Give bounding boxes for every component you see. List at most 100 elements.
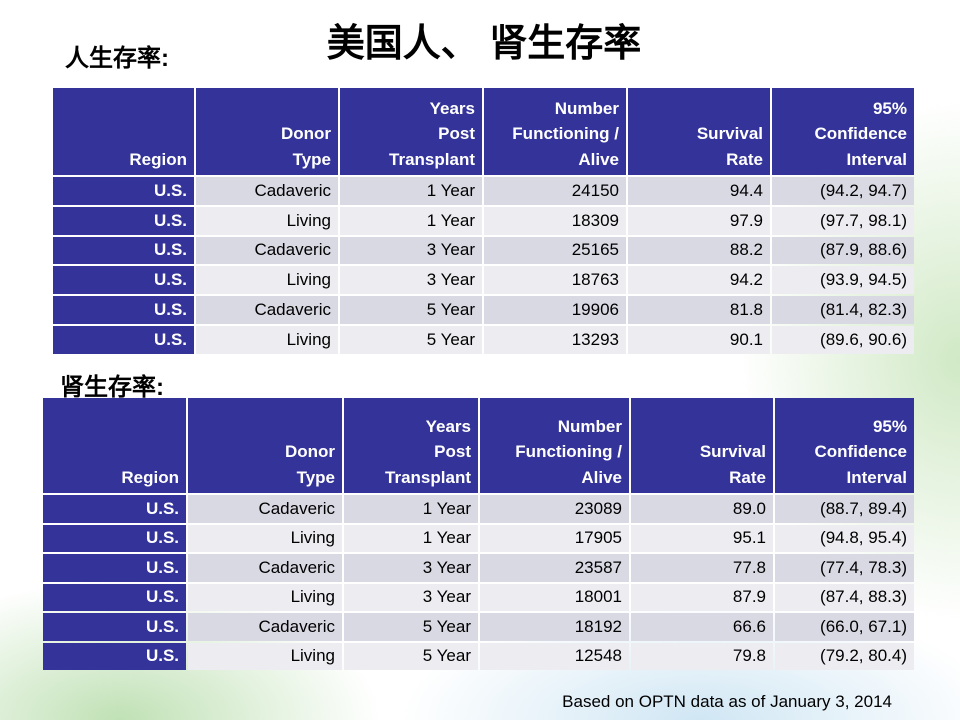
table-cell: 3 Year bbox=[340, 266, 482, 295]
header-cell: Region bbox=[53, 88, 194, 175]
header-cell: Survival Rate bbox=[628, 88, 770, 175]
table-cell: Cadaveric bbox=[196, 236, 338, 265]
header-cell: Donor Type bbox=[196, 88, 338, 175]
table-cell: Living bbox=[188, 524, 342, 552]
header-cell: Number Functioning / Alive bbox=[480, 398, 629, 493]
table-cell: 1 Year bbox=[344, 524, 478, 552]
header-text: 95% bbox=[872, 416, 907, 436]
table-cell: U.S. bbox=[43, 583, 186, 611]
section-label: 肾生存率: bbox=[60, 374, 164, 401]
table-cell: 18001 bbox=[480, 583, 629, 611]
header-cell: 95% Confidence Interval bbox=[772, 88, 914, 175]
table-cell: 3 Year bbox=[340, 236, 482, 265]
table-cell: Cadaveric bbox=[196, 177, 338, 205]
table-cell: U.S. bbox=[43, 554, 186, 582]
header-text: Survival bbox=[699, 442, 766, 461]
table-cell: 77.8 bbox=[631, 554, 773, 582]
header-text: Interval bbox=[846, 467, 907, 487]
table-cell: 89.0 bbox=[631, 495, 773, 523]
table-cell: 18309 bbox=[484, 206, 626, 235]
table-cell: U.S. bbox=[53, 266, 194, 295]
table-cell: 90.1 bbox=[628, 326, 770, 354]
table-cell: (93.9, 94.5) bbox=[772, 266, 914, 295]
table-cell: Living bbox=[196, 266, 338, 295]
slide-title: 美国人、 肾生存率 bbox=[326, 23, 642, 65]
header-text: Alive bbox=[581, 467, 622, 487]
header-text: Region bbox=[121, 467, 179, 487]
table-cell: 94.2 bbox=[628, 266, 770, 295]
table-cell: (94.8, 95.4) bbox=[775, 524, 914, 552]
header-cell: Years Post Transplant bbox=[340, 88, 482, 175]
header-text: Confidence bbox=[814, 442, 907, 461]
table-cell: 5 Year bbox=[344, 642, 478, 670]
header-text: Region bbox=[129, 149, 187, 169]
table-cell: 5 Year bbox=[344, 613, 478, 641]
table-cell: 88.2 bbox=[628, 236, 770, 265]
table-cell: Living bbox=[196, 206, 338, 235]
table-cell: 17905 bbox=[480, 524, 629, 552]
header-text: Number bbox=[557, 416, 622, 436]
header-text: Donor bbox=[280, 124, 331, 143]
header-text: Survival bbox=[696, 124, 763, 143]
table-cell: Cadaveric bbox=[196, 296, 338, 324]
table-cell: Living bbox=[188, 583, 342, 611]
table-cell: 81.8 bbox=[628, 296, 770, 324]
table-cell: Cadaveric bbox=[188, 613, 342, 641]
table-cell: Cadaveric bbox=[188, 495, 342, 523]
table-cell: U.S. bbox=[43, 524, 186, 552]
header-text: Interval bbox=[846, 149, 907, 169]
header-text: Alive bbox=[578, 149, 619, 169]
table-cell: U.S. bbox=[53, 296, 194, 324]
section-label: 人生存率: bbox=[65, 45, 169, 72]
table-cell: 13293 bbox=[484, 326, 626, 354]
table-cell: 24150 bbox=[484, 177, 626, 205]
header-cell: Years Post Transplant bbox=[344, 398, 478, 493]
table-cell: 1 Year bbox=[340, 177, 482, 205]
table-cell: 79.8 bbox=[631, 642, 773, 670]
header-text: Post bbox=[434, 442, 471, 461]
table-cell: 3 Year bbox=[344, 583, 478, 611]
table-cell: (77.4, 78.3) bbox=[775, 554, 914, 582]
table-cell: 1 Year bbox=[344, 495, 478, 523]
table-cell: U.S. bbox=[43, 495, 186, 523]
header-cell: Region bbox=[43, 398, 186, 493]
table-cell: Cadaveric bbox=[188, 554, 342, 582]
header-text: Transplant bbox=[385, 467, 471, 487]
header-text: Transplant bbox=[389, 149, 475, 169]
header-text: Rate bbox=[726, 149, 763, 169]
table-cell: Living bbox=[188, 642, 342, 670]
header-text: Number bbox=[554, 98, 619, 118]
header-text: Rate bbox=[729, 467, 766, 487]
table-cell: U.S. bbox=[43, 642, 186, 670]
table-cell: 18192 bbox=[480, 613, 629, 641]
table-cell: 25165 bbox=[484, 236, 626, 265]
table-cell: (66.0, 67.1) bbox=[775, 613, 914, 641]
header-cell: 95% Confidence Interval bbox=[775, 398, 914, 493]
table-cell: (87.9, 88.6) bbox=[772, 236, 914, 265]
table-cell: 3 Year bbox=[344, 554, 478, 582]
table-cell: 5 Year bbox=[340, 296, 482, 324]
table-cell: 23089 bbox=[480, 495, 629, 523]
table-cell: 1 Year bbox=[340, 206, 482, 235]
table-cell: Living bbox=[196, 326, 338, 354]
header-text: Confidence bbox=[814, 124, 907, 143]
header-text: 95% bbox=[872, 98, 907, 118]
table-cell: U.S. bbox=[43, 613, 186, 641]
table-cell: 97.9 bbox=[628, 206, 770, 235]
header-text: Functioning / bbox=[512, 124, 619, 143]
table-cell: 87.9 bbox=[631, 583, 773, 611]
table-cell: (81.4, 82.3) bbox=[772, 296, 914, 324]
header-text: Functioning / bbox=[515, 442, 622, 461]
table-cell: (89.6, 90.6) bbox=[772, 326, 914, 354]
header-text: Donor bbox=[284, 442, 335, 461]
table-cell: 18763 bbox=[484, 266, 626, 295]
table-cell: (94.2, 94.7) bbox=[772, 177, 914, 205]
table-cell: 5 Year bbox=[340, 326, 482, 354]
table-cell: (97.7, 98.1) bbox=[772, 206, 914, 235]
table-cell: 94.4 bbox=[628, 177, 770, 205]
header-cell: Survival Rate bbox=[631, 398, 773, 493]
table-cell: 19906 bbox=[484, 296, 626, 324]
table-cell: 95.1 bbox=[631, 524, 773, 552]
table-cell: 66.6 bbox=[631, 613, 773, 641]
